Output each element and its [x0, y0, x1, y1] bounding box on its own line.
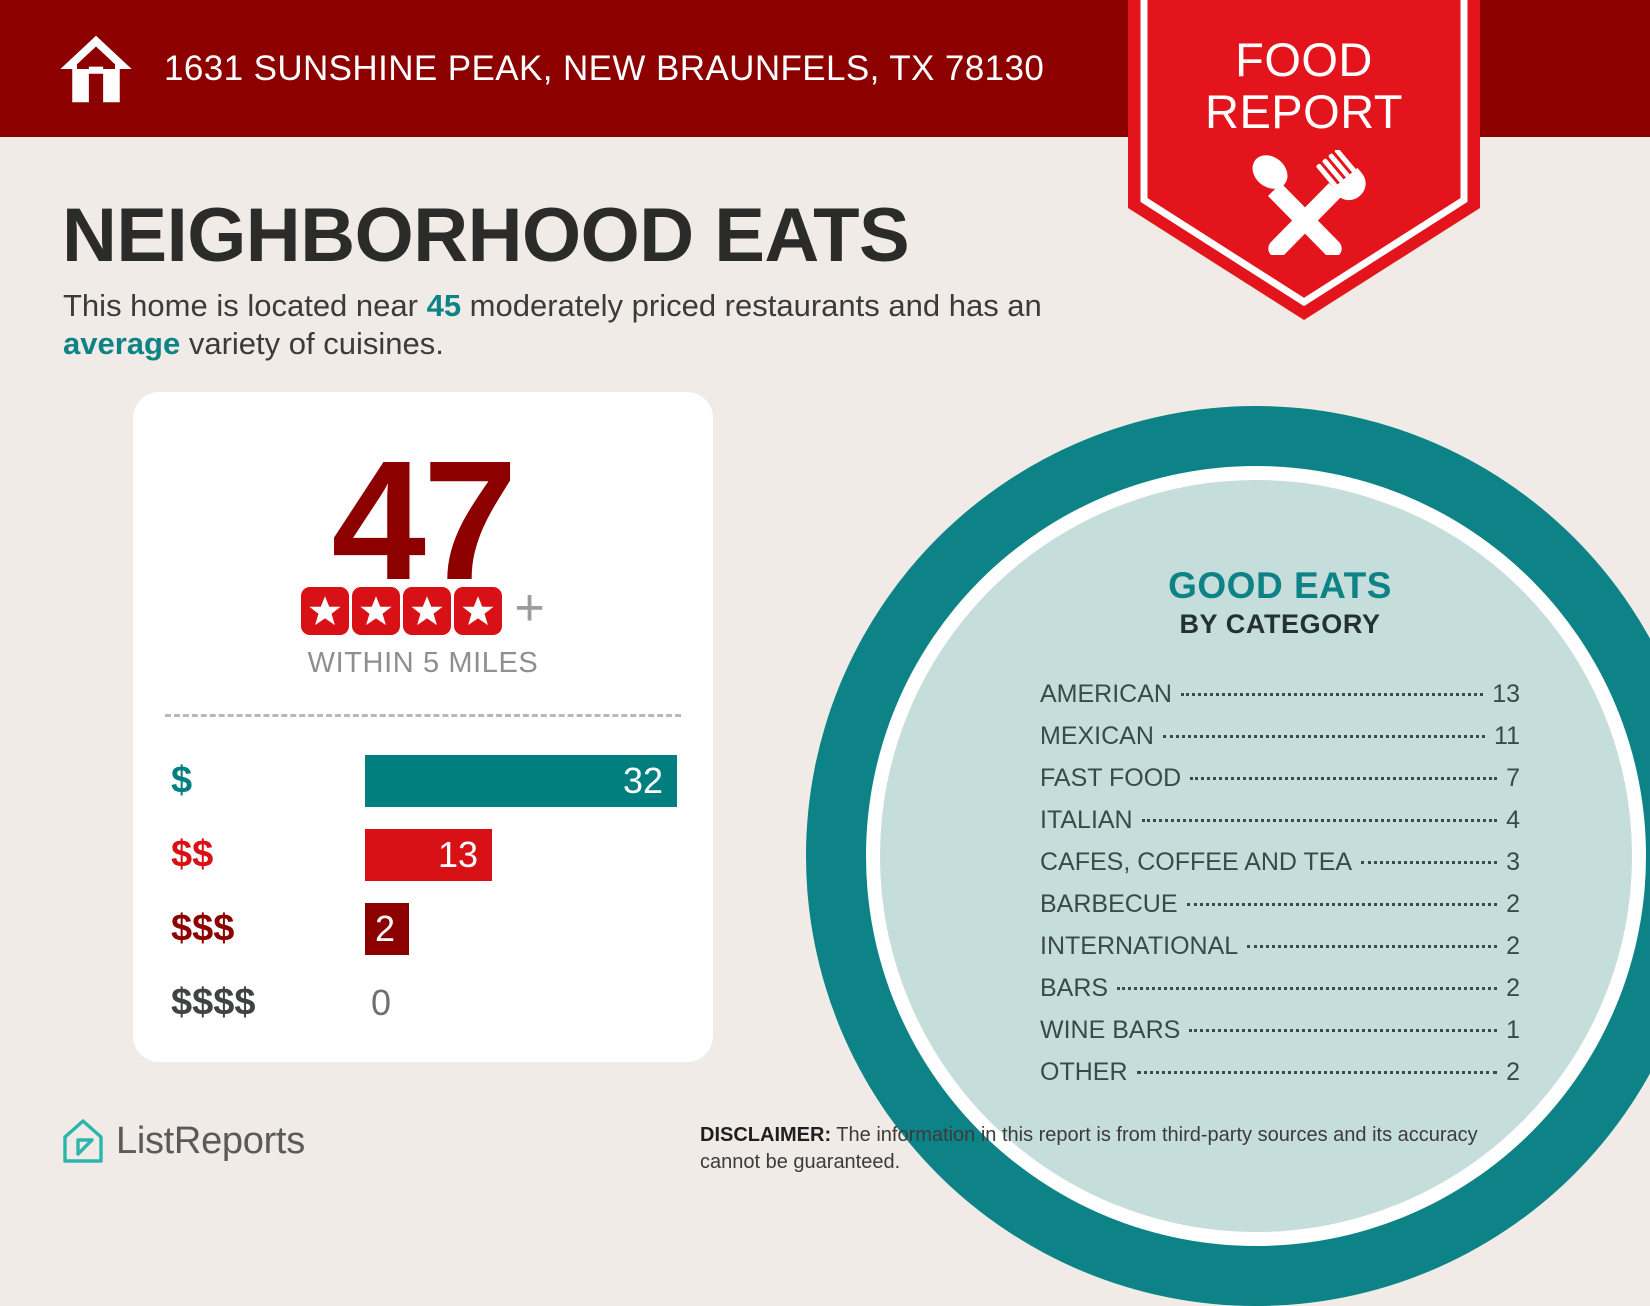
- leader-dots: [1141, 819, 1498, 822]
- leader-dots: [1162, 735, 1486, 738]
- category-name: OTHER: [1040, 1058, 1128, 1086]
- intro-count: 45: [426, 288, 462, 323]
- score-card: 47 + WITHIN 5 MILES $32 $$ 13 $$$ 2 $$$$ 0: [133, 392, 713, 1062]
- category-value: 2: [1506, 932, 1520, 960]
- disclaimer-text: The information in this report is from t…: [700, 1124, 1478, 1173]
- price-tier-label: $$$: [171, 907, 235, 950]
- star-icon: [301, 587, 350, 635]
- star-row: [301, 587, 505, 635]
- radius-caption: WITHIN 5 MILES: [307, 647, 539, 679]
- category-row: FAST FOOD 7: [1040, 764, 1520, 806]
- disclaimer: DISCLAIMER: The information in this repo…: [700, 1122, 1510, 1176]
- star-rating: +: [133, 579, 713, 637]
- leader-dots: [1117, 987, 1498, 990]
- listreports-house-icon: [63, 1119, 103, 1163]
- price-tier-row: $$ 13: [133, 818, 713, 892]
- home-icon: [60, 35, 132, 102]
- category-row: BARS 2: [1040, 974, 1520, 1016]
- spoon-fork-icon: [1252, 150, 1366, 255]
- good-eats-title: GOOD EATS: [1168, 565, 1392, 606]
- category-value: 2: [1506, 1058, 1520, 1086]
- property-address: 1631 SUNSHINE PEAK, NEW BRAUNFELS, TX 78…: [164, 48, 1045, 88]
- category-value: 2: [1506, 974, 1520, 1002]
- badge-title: FOOD REPORT: [1128, 34, 1480, 138]
- page-title: NEIGHBORHOOD EATS: [62, 193, 910, 278]
- intro-mid: moderately priced restaurants and has an: [461, 288, 1042, 323]
- intro-post: variety of cuisines.: [180, 326, 444, 361]
- leader-dots: [1136, 1071, 1498, 1074]
- category-row: CAFES, COFFEE AND TEA 3: [1040, 848, 1520, 890]
- category-name: WINE BARS: [1040, 1016, 1181, 1044]
- category-row: MEXICAN 11: [1040, 722, 1520, 764]
- card-divider: [165, 714, 681, 717]
- category-name: CAFES, COFFEE AND TEA: [1040, 848, 1353, 876]
- intro-paragraph: This home is located near 45 moderately …: [63, 287, 1073, 363]
- leader-dots: [1361, 861, 1498, 864]
- category-value: 13: [1492, 680, 1520, 708]
- category-row: OTHER 2: [1040, 1058, 1520, 1100]
- price-tier-bar: 13: [365, 829, 492, 881]
- restaurant-score: 47: [331, 426, 517, 616]
- category-name: BARS: [1040, 974, 1109, 1002]
- category-value: 1: [1506, 1016, 1520, 1044]
- intro-emphasis: average: [63, 326, 181, 361]
- star-icon: [403, 587, 452, 635]
- price-tier-label: $$$$: [171, 981, 256, 1024]
- good-eats-panel: GOOD EATS BY CATEGORY AMERICAN 13 MEXICAN 1…: [1040, 565, 1520, 1100]
- price-tier-label: $: [171, 759, 193, 802]
- price-tier-label: $$: [171, 833, 214, 876]
- category-name: ITALIAN: [1040, 806, 1133, 834]
- category-row: INTERNATIONAL 2: [1040, 932, 1520, 974]
- badge-line-2: REPORT: [1205, 85, 1403, 138]
- badge-line-1: FOOD: [1235, 33, 1373, 86]
- leader-dots: [1180, 693, 1484, 696]
- price-tier-value: 0: [371, 982, 392, 1023]
- category-value: 2: [1506, 890, 1520, 918]
- star-icon: [352, 587, 401, 635]
- star-icon: [454, 587, 503, 635]
- category-row: WINE BARS 1: [1040, 1016, 1520, 1058]
- category-name: INTERNATIONAL: [1040, 932, 1239, 960]
- leader-dots: [1190, 777, 1498, 780]
- leader-dots: [1186, 903, 1498, 906]
- good-eats-subtitle: BY CATEGORY: [1179, 609, 1381, 639]
- leader-dots: [1247, 945, 1498, 948]
- category-value: 4: [1506, 806, 1520, 834]
- price-tier-bar: 2: [365, 903, 409, 955]
- price-tier-row: $$$ 2: [133, 892, 713, 966]
- category-name: AMERICAN: [1040, 680, 1172, 708]
- category-row: ITALIAN 4: [1040, 806, 1520, 848]
- category-value: 3: [1506, 848, 1520, 876]
- listreports-logo: ListReports: [62, 1118, 305, 1164]
- category-row: AMERICAN 13: [1040, 680, 1520, 722]
- price-tier-row: $$$$ 0: [133, 966, 713, 1040]
- disclaimer-label: DISCLAIMER:: [700, 1124, 832, 1146]
- teal-circle-graphic: [806, 406, 1650, 1306]
- leader-dots: [1189, 1029, 1498, 1032]
- category-name: MEXICAN: [1040, 722, 1154, 750]
- category-value: 11: [1494, 722, 1520, 750]
- price-tier-chart: $32 $$ 13 $$$ 2 $$$$ 0: [133, 744, 713, 1040]
- intro-pre: This home is located near: [63, 288, 427, 323]
- category-row: BARBECUE 2: [1040, 890, 1520, 932]
- circle-inner-fill: [880, 480, 1632, 1232]
- price-tier-row: $32: [133, 744, 713, 818]
- price-tier-bar: 32: [365, 755, 677, 807]
- badge-shape: [1128, 0, 1480, 320]
- category-name: FAST FOOD: [1040, 764, 1182, 792]
- category-value: 7: [1506, 764, 1520, 792]
- food-report-badge: FOOD REPORT: [1128, 0, 1480, 320]
- star-plus-label: +: [514, 579, 545, 637]
- listreports-wordmark: ListReports: [116, 1119, 305, 1162]
- good-eats-list: AMERICAN 13 MEXICAN 11 FAST FOOD 7 ITALIAN 4 CAF…: [1040, 680, 1520, 1100]
- category-name: BARBECUE: [1040, 890, 1178, 918]
